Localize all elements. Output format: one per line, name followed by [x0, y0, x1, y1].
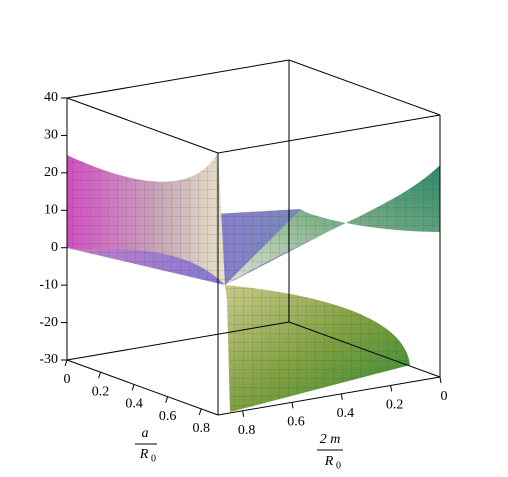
box-edge [288, 321, 441, 378]
y-tick [390, 385, 393, 392]
surface-left-mesh [67, 152, 225, 285]
z-tick-label: -10 [39, 277, 58, 292]
y-tick [439, 376, 442, 384]
box-edge [288, 59, 441, 116]
x-tick-label: 0 [64, 372, 71, 387]
x-label-denominator: R [139, 447, 149, 462]
box-edge [217, 114, 441, 154]
x-tick [165, 396, 169, 403]
z-tick-label: 20 [44, 165, 58, 180]
z-tick-label: -20 [39, 315, 58, 330]
y-axis-label: 2 m R 0 [317, 432, 343, 471]
box-edge [66, 59, 290, 99]
box-edge [66, 359, 219, 416]
z-tick-label: 0 [51, 240, 58, 255]
z-tick-label: -30 [39, 352, 58, 367]
box-edge [66, 97, 219, 154]
x-tick [98, 372, 102, 379]
y-tick-label: 0.6 [287, 415, 305, 430]
y-tick [242, 410, 245, 417]
z-tick-label: 40 [44, 90, 58, 105]
box-edge [66, 321, 290, 361]
x-tick-label: 0.6 [159, 409, 177, 424]
y-label-denominator: R [324, 454, 334, 469]
x-label-subscript: 0 [151, 453, 156, 464]
x-tick [131, 384, 135, 391]
z-tick-label: 30 [44, 128, 58, 143]
surface-bottom-mesh [225, 285, 410, 412]
y-label-subscript: 0 [336, 460, 341, 471]
x-tick [198, 408, 202, 416]
y-tick-label: 0 [441, 389, 448, 404]
y-label-numerator: 2 m [320, 432, 341, 447]
surface-right-mesh [225, 165, 440, 285]
y-tick-label: 0.2 [386, 398, 404, 413]
x-label-numerator: a [142, 426, 149, 441]
surface [67, 152, 440, 412]
box-edge [217, 376, 441, 416]
x-tick-label: 0.8 [192, 421, 210, 436]
x-tick-label: 0.2 [92, 384, 110, 399]
y-tick [340, 393, 343, 400]
y-tick-label: 0.4 [337, 406, 355, 421]
y-tick [291, 402, 294, 409]
x-tick-label: 0.4 [125, 397, 143, 412]
x-axis-label: a R 0 [135, 426, 157, 464]
z-tick-label: 10 [44, 203, 58, 218]
y-tick-label: 0.8 [238, 423, 256, 438]
x-tick [64, 359, 68, 367]
